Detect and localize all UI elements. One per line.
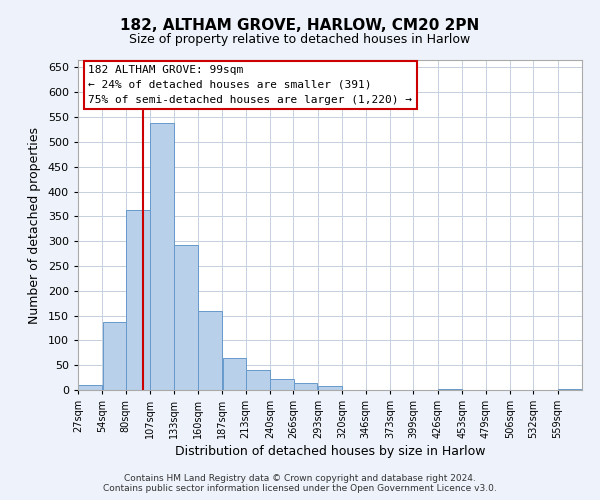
Bar bbox=[151, 123, 174, 390]
Bar bbox=[246, 370, 269, 390]
Bar bbox=[271, 379, 294, 390]
Bar bbox=[318, 386, 342, 390]
Bar bbox=[558, 388, 581, 390]
Bar bbox=[198, 310, 222, 390]
Bar bbox=[438, 388, 462, 390]
Bar bbox=[174, 245, 197, 390]
Text: 182, ALTHAM GROVE, HARLOW, CM20 2PN: 182, ALTHAM GROVE, HARLOW, CM20 2PN bbox=[121, 18, 479, 32]
Text: Contains HM Land Registry data © Crown copyright and database right 2024.: Contains HM Land Registry data © Crown c… bbox=[124, 474, 476, 483]
Text: 182 ALTHAM GROVE: 99sqm
← 24% of detached houses are smaller (391)
75% of semi-d: 182 ALTHAM GROVE: 99sqm ← 24% of detache… bbox=[88, 65, 412, 104]
Bar bbox=[126, 210, 150, 390]
Bar bbox=[79, 385, 102, 390]
Bar bbox=[103, 322, 127, 390]
Y-axis label: Number of detached properties: Number of detached properties bbox=[28, 126, 41, 324]
Bar bbox=[223, 358, 246, 390]
Text: Contains public sector information licensed under the Open Government Licence v3: Contains public sector information licen… bbox=[103, 484, 497, 493]
Text: Size of property relative to detached houses in Harlow: Size of property relative to detached ho… bbox=[130, 32, 470, 46]
Bar bbox=[294, 382, 317, 390]
X-axis label: Distribution of detached houses by size in Harlow: Distribution of detached houses by size … bbox=[175, 446, 485, 458]
